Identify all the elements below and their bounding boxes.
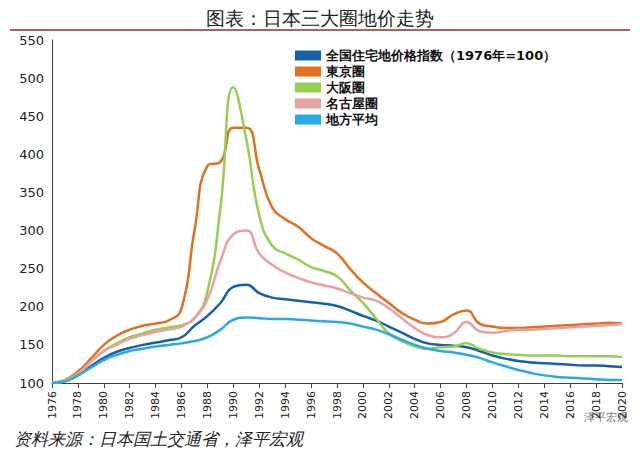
svg-text:500: 500 <box>19 71 44 86</box>
svg-text:2018: 2018 <box>590 391 603 419</box>
svg-text:2004: 2004 <box>408 391 421 419</box>
svg-text:2008: 2008 <box>460 391 473 419</box>
svg-text:全国住宅地价格指数（1976年=100）: 全国住宅地价格指数（1976年=100） <box>325 48 556 63</box>
svg-text:450: 450 <box>19 109 44 124</box>
svg-text:2014: 2014 <box>538 391 551 419</box>
svg-text:550: 550 <box>19 33 44 48</box>
svg-text:250: 250 <box>19 261 44 276</box>
svg-text:资料来源：日本国土交通省，泽平宏观: 资料来源：日本国土交通省，泽平宏观 <box>14 429 305 449</box>
svg-text:1984: 1984 <box>149 391 162 419</box>
svg-text:地方平均: 地方平均 <box>325 112 378 127</box>
svg-text:1988: 1988 <box>201 391 214 419</box>
svg-text:1986: 1986 <box>175 391 188 419</box>
svg-text:300: 300 <box>19 223 44 238</box>
svg-text:2000: 2000 <box>356 391 369 419</box>
svg-text:2010: 2010 <box>486 391 499 419</box>
svg-text:東京圈: 東京圈 <box>325 64 365 79</box>
svg-text:100: 100 <box>19 376 44 391</box>
svg-text:2002: 2002 <box>382 391 395 419</box>
svg-text:1990: 1990 <box>227 391 240 419</box>
svg-text:1994: 1994 <box>279 391 292 419</box>
svg-text:350: 350 <box>19 185 44 200</box>
svg-text:名古屋圈: 名古屋圈 <box>325 96 378 111</box>
svg-text:1976: 1976 <box>46 391 59 419</box>
svg-text:2006: 2006 <box>434 391 447 419</box>
svg-text:图表：日本三大圈地价走势: 图表：日本三大圈地价走势 <box>206 7 434 29</box>
svg-text:2020: 2020 <box>616 391 629 419</box>
svg-text:2012: 2012 <box>512 391 525 419</box>
svg-text:1998: 1998 <box>331 391 344 419</box>
svg-text:1996: 1996 <box>305 391 318 419</box>
svg-text:1992: 1992 <box>253 391 266 419</box>
svg-text:2016: 2016 <box>564 391 577 419</box>
svg-text:1978: 1978 <box>71 391 84 419</box>
svg-text:150: 150 <box>19 337 44 352</box>
svg-text:1980: 1980 <box>97 391 110 419</box>
svg-text:大阪圈: 大阪圈 <box>326 80 365 95</box>
svg-text:1982: 1982 <box>123 391 136 419</box>
svg-text:400: 400 <box>19 147 44 162</box>
svg-text:200: 200 <box>19 299 44 314</box>
